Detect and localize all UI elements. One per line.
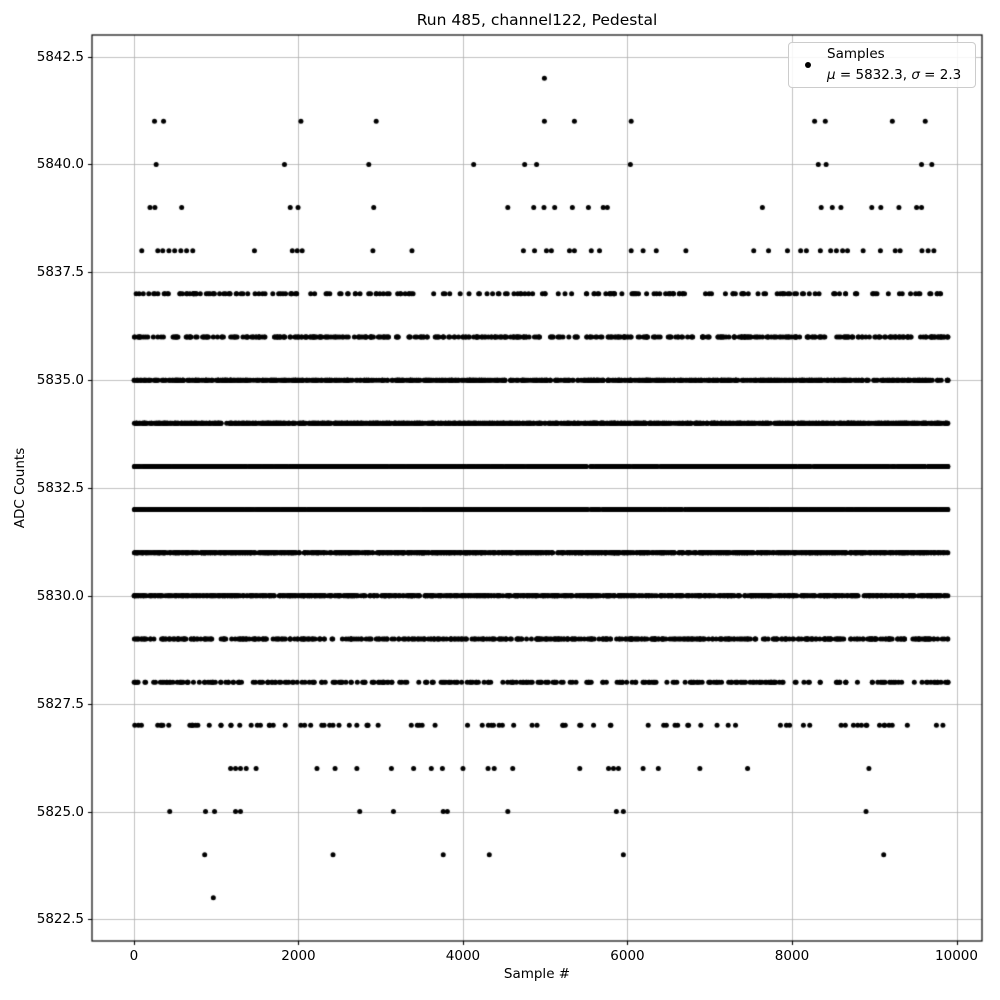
legend-text: Samples μ = 5832.3, σ = 2.3 xyxy=(827,44,961,86)
y-tick-label: 5840.0 xyxy=(36,156,84,173)
x-tick-label: 8000 xyxy=(774,948,810,964)
x-tick-label: 10000 xyxy=(935,948,978,964)
chart-title: Run 485, channel122, Pedestal xyxy=(416,11,658,29)
mu-symbol: μ xyxy=(827,67,836,83)
y-tick-label: 5830.0 xyxy=(36,587,84,604)
samples-dot-icon xyxy=(805,62,811,68)
x-tick-label: 4000 xyxy=(445,948,481,964)
x-tick-label: 6000 xyxy=(610,948,645,964)
y-tick-label: 5832.5 xyxy=(36,480,84,496)
legend-label-samples: Samples xyxy=(827,46,885,63)
sigma-value: = 2.3 xyxy=(919,67,962,83)
y-tick-label: 5822.5 xyxy=(36,911,84,928)
legend-marker-column xyxy=(789,62,827,68)
y-axis-label: ADC Counts xyxy=(12,447,28,529)
y-tick-label: 5825.0 xyxy=(36,803,84,820)
legend: Samples μ = 5832.3, σ = 2.3 xyxy=(788,42,976,88)
y-tick-label: 5837.5 xyxy=(36,264,84,281)
y-tick-label: 5835.0 xyxy=(36,372,84,389)
mu-value: = 5832.3, xyxy=(835,67,912,83)
legend-label-stats: μ = 5832.3, σ = 2.3 xyxy=(827,65,961,86)
sigma-symbol: σ xyxy=(911,67,920,83)
x-tick-label: 0 xyxy=(129,948,139,964)
y-tick-label: 5842.5 xyxy=(36,48,84,65)
x-axis-label: Sample # xyxy=(503,966,571,982)
y-tick-label: 5827.5 xyxy=(36,695,84,712)
x-tick-label: 2000 xyxy=(281,948,316,964)
